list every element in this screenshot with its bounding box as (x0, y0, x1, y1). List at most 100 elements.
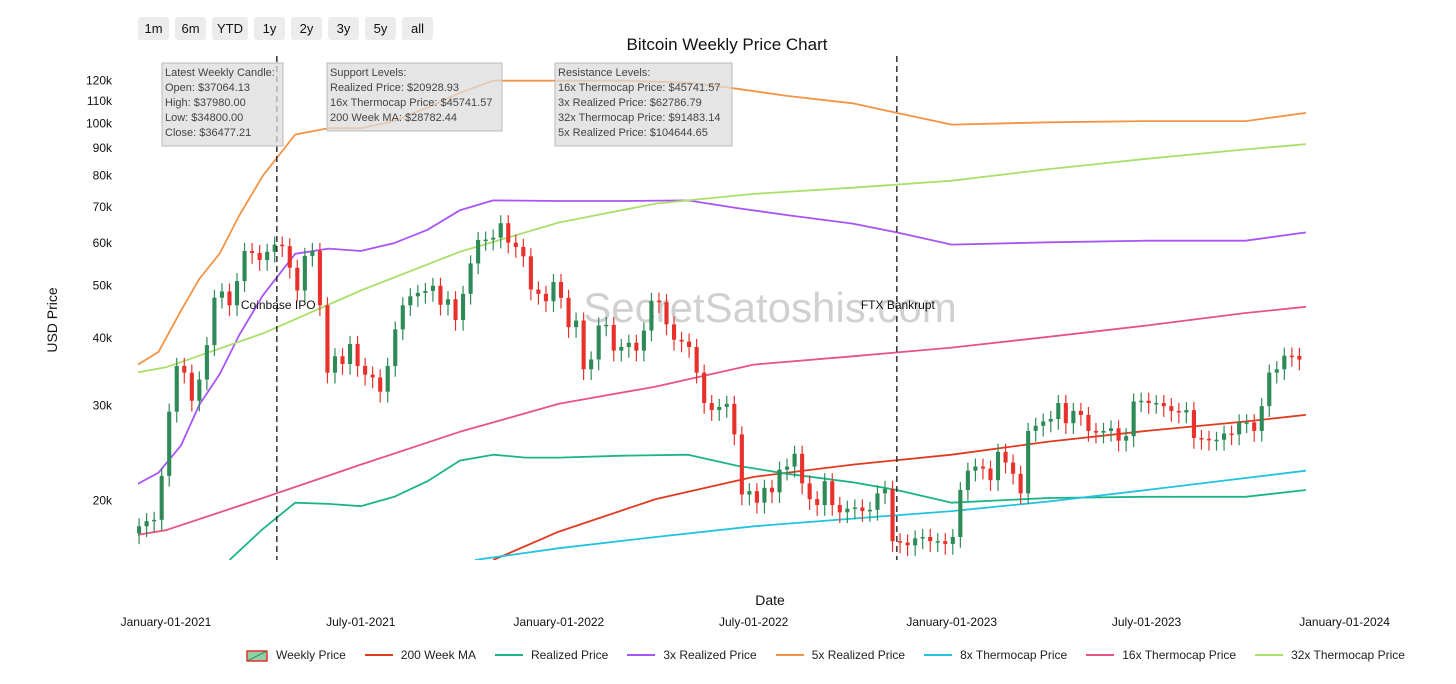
candle-body (551, 282, 556, 302)
range-button-6m[interactable]: 6m (175, 17, 206, 40)
candle-body (1071, 410, 1076, 424)
candle-body (1139, 400, 1144, 403)
candle-body (1086, 414, 1091, 431)
candle-body (152, 519, 157, 522)
candle-body (860, 507, 865, 512)
range-selector: 1m 6m YTD 1y 2y 3y 5y all (138, 17, 433, 40)
legend-item-3x-realized-price[interactable]: 3x Realized Price (627, 648, 757, 662)
candle-body (958, 490, 963, 537)
y-tick-label: 100k (86, 116, 113, 130)
candle-body (1108, 428, 1114, 431)
candle-body (295, 267, 300, 291)
candle-body (558, 282, 564, 298)
candle-body (1093, 430, 1099, 433)
latest-candle-box-line: High: $37980.00 (165, 97, 246, 109)
candle-body (430, 285, 435, 291)
y-axis-label: USD Price (44, 287, 60, 353)
x-tick-label: January-01-2024 (1299, 615, 1390, 629)
y-tick-label: 110k (87, 94, 113, 108)
candle-body (189, 372, 194, 401)
candle-body (498, 223, 503, 238)
candle-body (784, 466, 790, 470)
candle-swatch-icon (246, 649, 268, 662)
candle-body (257, 253, 262, 261)
support-levels-box-line: Support Levels: (330, 67, 406, 79)
x-tick-label: July-01-2022 (719, 615, 789, 629)
candle-body (717, 406, 722, 411)
y-tick-label: 30k (93, 398, 113, 412)
candle-body (272, 244, 277, 252)
legend-item-32x-thermocap-price[interactable]: 32x Thermocap Price (1255, 648, 1405, 662)
candle-body (461, 293, 466, 320)
legend-item-200-week-ma[interactable]: 200 Week MA (364, 648, 476, 662)
range-button-3y[interactable]: 3y (328, 17, 359, 40)
candle-body (890, 488, 895, 542)
candle-body (1237, 422, 1242, 435)
candle-body (709, 403, 714, 411)
candle-body (408, 296, 413, 306)
candle-body (1116, 428, 1121, 441)
candle-body (619, 346, 624, 351)
candle-body (837, 505, 842, 513)
line-swatch-icon (775, 654, 804, 656)
range-button-1y[interactable]: 1y (254, 17, 285, 40)
series-line-3x-realized-price (138, 199, 1307, 485)
candle-body (1101, 430, 1106, 433)
candle-body (182, 365, 187, 373)
candle-body (137, 526, 142, 534)
candle-body (250, 250, 255, 254)
candle-body (385, 365, 390, 392)
chart-legend: Weekly Price 200 Week MA Realized Price … (246, 648, 1424, 662)
y-tick-label: 50k (93, 279, 113, 293)
candle-body (1169, 406, 1174, 411)
series-line-realized-price (228, 453, 1307, 560)
candle-body (1056, 403, 1061, 420)
range-button-1m[interactable]: 1m (138, 17, 169, 40)
event-label: FTX Bankrupt (861, 298, 936, 312)
candle-body (1003, 451, 1008, 463)
range-button-ytd[interactable]: YTD (212, 17, 248, 40)
candle-body (845, 508, 850, 513)
legend-item-16x-thermocap-price[interactable]: 16x Thermocap Price (1086, 648, 1236, 662)
range-button-2y[interactable]: 2y (291, 17, 322, 40)
legend-item-5x-realized-price[interactable]: 5x Realized Price (775, 648, 905, 662)
candle-body (1078, 410, 1083, 415)
candle-body (415, 292, 420, 297)
candle-body (1214, 439, 1219, 442)
candle-body (1018, 473, 1023, 494)
y-tick-label: 120k (86, 74, 113, 88)
line-swatch-icon (1086, 654, 1115, 656)
legend-item-realized-price[interactable]: Realized Price (494, 648, 608, 662)
candle-body (867, 509, 872, 512)
range-button-5y[interactable]: 5y (365, 17, 396, 40)
legend-item-8x-thermocap-price[interactable]: 8x Thermocap Price (924, 648, 1067, 662)
legend-label: Weekly Price (276, 648, 346, 662)
candle-body (159, 475, 164, 520)
x-tick-label: January-01-2023 (906, 615, 997, 629)
candle-body (935, 541, 940, 543)
series-line-16x-thermocap-price (138, 305, 1306, 536)
latest-candle-box-line: Close: $36477.21 (165, 127, 251, 139)
candle-body (242, 250, 247, 282)
candle-body (822, 481, 827, 506)
range-button-all[interactable]: all (402, 17, 433, 40)
candle-body (393, 329, 398, 366)
candle-body (641, 330, 646, 351)
line-swatch-icon (494, 654, 523, 656)
candle-body (1191, 410, 1196, 438)
candle-body (197, 379, 202, 401)
candle-body (679, 339, 684, 342)
candle-body (476, 239, 481, 264)
candle-body (1041, 421, 1046, 426)
candle-body (1244, 422, 1249, 424)
candle-body (1146, 400, 1151, 404)
candle-body (174, 365, 179, 412)
candle-body (724, 403, 729, 407)
candle-body (347, 343, 353, 364)
candle-body (830, 481, 835, 506)
candle-body (995, 451, 1001, 481)
candle-body (950, 536, 955, 544)
legend-item-weekly-price[interactable]: Weekly Price (246, 648, 346, 662)
candle-body (626, 342, 631, 347)
legend-label: 200 Week MA (400, 648, 476, 662)
